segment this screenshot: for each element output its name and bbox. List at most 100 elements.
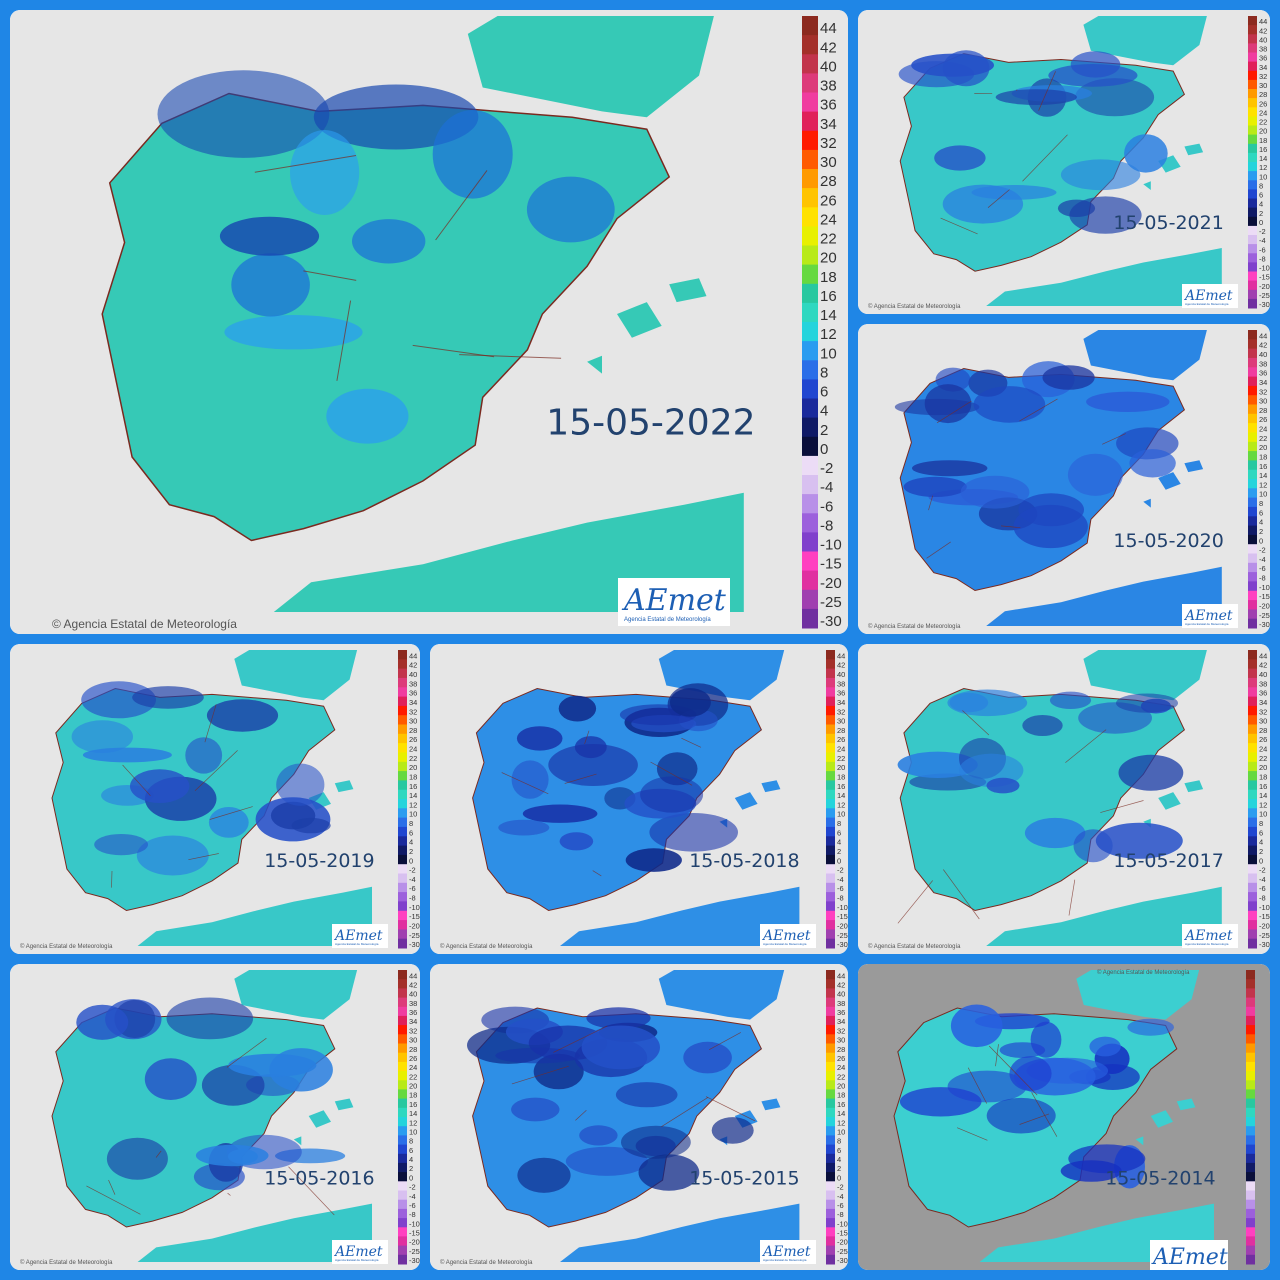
map-date-label: 15-05-2018 (689, 850, 799, 872)
legend-swatch (1246, 1015, 1255, 1026)
legend-swatch (1246, 1254, 1255, 1265)
province-border (1102, 433, 1126, 445)
legend-tick-label: 42 (1259, 341, 1267, 350)
legend-swatch (826, 1245, 835, 1256)
legend-swatch (1246, 1080, 1255, 1090)
legend-swatch (1248, 544, 1257, 554)
legend-tick-label: 30 (1259, 397, 1267, 406)
legend-tick-label: 12 (1259, 800, 1267, 809)
legend-tick-label: 26 (1259, 415, 1267, 424)
legend-tick-label: 0 (409, 856, 413, 865)
legend-tick-label: -20 (820, 575, 842, 592)
legend-swatch (398, 733, 407, 744)
cold-area (558, 695, 597, 722)
legend-swatch (398, 780, 407, 791)
legend-swatch (398, 920, 407, 930)
cold-area (1057, 199, 1096, 217)
legend-swatch (1248, 451, 1257, 461)
legend-swatch (1248, 724, 1257, 735)
cold-area (526, 176, 615, 243)
legend-tick-label: 22 (837, 1072, 845, 1081)
cold-area (1118, 754, 1184, 791)
legend-swatch (802, 188, 818, 208)
legend-tick-label: -30 (837, 1256, 848, 1265)
legend-tick-label: 28 (409, 1045, 417, 1054)
legend-tick-label: -15 (1259, 592, 1270, 601)
map-panel-2014: 15-05-2014 © Agencia Estatal de Meteorolo… (858, 964, 1270, 1270)
legend-tick-label: 40 (1259, 36, 1267, 45)
province-border (650, 761, 693, 786)
legend-swatch (398, 1025, 407, 1035)
legend-swatch (398, 845, 407, 856)
legend-tick-label: -30 (409, 940, 420, 949)
legend-swatch (826, 761, 835, 772)
cold-area (82, 747, 172, 763)
legend-swatch (398, 687, 407, 698)
legend-swatch (1248, 469, 1257, 480)
legend-tick-label: 28 (1259, 726, 1267, 735)
legend-swatch (1246, 1034, 1255, 1044)
province-border (962, 710, 990, 736)
legend-swatch (1248, 562, 1257, 573)
legend-swatch (1248, 780, 1257, 791)
legend-swatch (398, 1199, 407, 1210)
legend-tick-label: 30 (837, 717, 845, 726)
legend-swatch (398, 997, 407, 1008)
legend-swatch (1248, 107, 1257, 117)
legend-swatch (826, 826, 835, 837)
legend-tick-label: 40 (837, 670, 845, 679)
cold-area (1042, 365, 1095, 390)
legend-tick-label: -8 (820, 518, 833, 535)
legend-swatch (826, 659, 835, 670)
legend-swatch (1248, 618, 1257, 629)
legend-swatch (1248, 357, 1257, 368)
legend-swatch (826, 1227, 835, 1237)
legend-tick-label: 4 (409, 838, 413, 847)
legend-tick-label: 8 (409, 819, 413, 828)
aemet-logo-subtitle: Agencia Estatal de Meteorología (335, 1258, 379, 1262)
north-africa-region (560, 1203, 800, 1262)
legend-tick-label: 44 (837, 651, 845, 660)
cold-area (574, 736, 607, 759)
legend-swatch (802, 379, 818, 399)
legend-swatch (1246, 1218, 1255, 1228)
legend-tick-label: 40 (837, 990, 845, 999)
cold-area (224, 315, 363, 350)
legend-tick-label: 10 (1259, 172, 1267, 181)
legend-swatch (1246, 1199, 1255, 1210)
legend-swatch (1248, 892, 1257, 902)
map-date-label: 15-05-2020 (1113, 530, 1223, 552)
legend-swatch (1248, 216, 1257, 227)
legend-swatch (826, 1162, 835, 1173)
legend-tick-label: 0 (1259, 536, 1263, 545)
aemet-logo (1182, 924, 1238, 948)
province-border (1065, 729, 1107, 763)
cold-area (1086, 391, 1170, 412)
legend-tick-label: 36 (409, 1008, 417, 1017)
map-panel-2016: 44 42 40 38 36 34 32 30 28 26 24 22 20 18 16 14 12 10 8 6 4 2… (10, 964, 420, 1270)
island-1 (1176, 1098, 1196, 1111)
legend-tick-label: 28 (820, 173, 837, 190)
legend-swatch (1248, 385, 1257, 396)
province-border (1068, 879, 1076, 916)
province-border (501, 772, 549, 795)
legend-tick-label: -6 (837, 1201, 844, 1210)
island-1 (1184, 460, 1204, 473)
legend-tick-label: 22 (1259, 434, 1267, 443)
legend-tick-label: 10 (1259, 810, 1267, 819)
aemet-logo (760, 1240, 816, 1264)
legend-swatch (1246, 1172, 1255, 1182)
island-2 (293, 1136, 302, 1146)
legend-tick-label: 42 (1259, 661, 1267, 670)
map-date-label: 15-05-2019 (264, 850, 374, 872)
province-border (254, 155, 357, 173)
legend-swatch (398, 1218, 407, 1228)
legend-swatch (826, 882, 835, 893)
legend-tick-label: 0 (1259, 218, 1263, 227)
island-0 (1158, 792, 1181, 810)
legend-tick-label: -10 (409, 1219, 420, 1228)
cold-area (94, 834, 148, 856)
legend-swatch (1246, 1153, 1255, 1164)
legend-tick-label: 14 (1259, 471, 1267, 480)
legend-swatch (1246, 1043, 1255, 1054)
